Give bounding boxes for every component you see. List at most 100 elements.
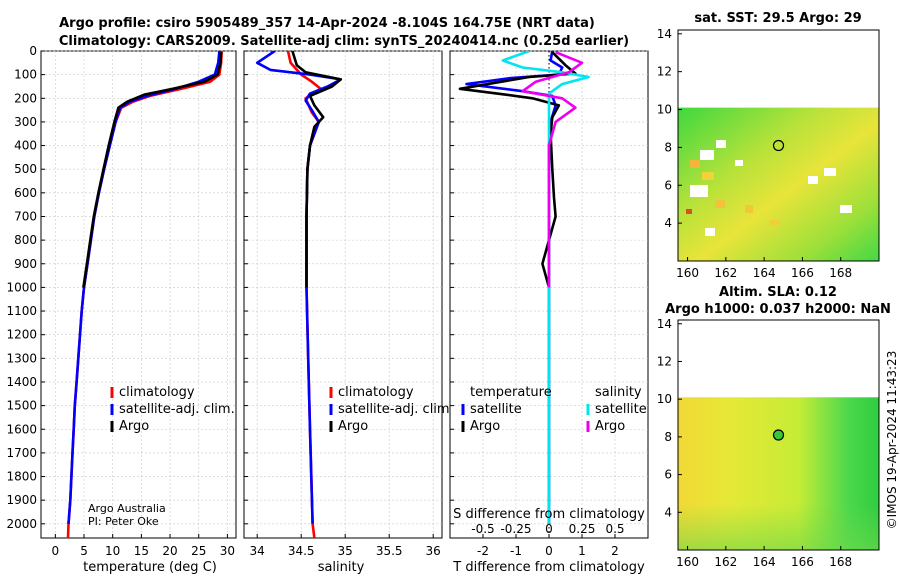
sst-map-title: sat. SST: 29.5 Argo: 29	[694, 11, 861, 26]
sst-map-lon-labels: 160 162 164 166 168	[676, 257, 852, 280]
legend-label-s-argo: Argo	[595, 419, 625, 434]
field-patch	[700, 150, 714, 160]
depth-tick-label: 1000	[6, 280, 37, 294]
lon-tick-label: 168	[829, 555, 852, 569]
salinity-tick-labels: 34 34.5 35 35.5 36	[250, 544, 441, 558]
depth-tick-label: 1600	[6, 422, 37, 436]
s-difference-tick-labels: -0.5 -0.25 0 0.25 0.5	[471, 522, 624, 536]
depth-tick-label: 600	[14, 186, 37, 200]
x-tick-label: -2	[477, 544, 489, 558]
depth-tick-label: 700	[14, 209, 37, 223]
sst-field	[678, 107, 879, 261]
x-tick-label: 35.5	[376, 544, 403, 558]
x-tick-label: 34.5	[288, 544, 315, 558]
depth-tick-label: 300	[14, 115, 37, 129]
lat-tick-label: 14	[657, 317, 672, 331]
x-tick-label: 20	[162, 544, 177, 558]
lon-tick-label: 162	[714, 266, 737, 280]
field-patch	[690, 160, 700, 168]
temperature-tick-labels: 0 5 10 15 20 25 30	[52, 544, 236, 558]
x-tick-label: 30	[220, 544, 235, 558]
depth-tick-label: 1800	[6, 470, 37, 484]
field-patch	[702, 172, 714, 180]
depth-tick-label: 900	[14, 257, 37, 271]
legend-label-climatology: climatology	[119, 385, 195, 400]
field-patch	[705, 228, 715, 236]
series-line-argo	[291, 51, 343, 288]
x-tick-label: 34	[250, 544, 265, 558]
legend-title-temperature: temperature	[470, 385, 552, 400]
field-patch	[715, 200, 725, 208]
lon-tick-label: 164	[753, 266, 776, 280]
lon-tick-label: 162	[714, 555, 737, 569]
argo-position-marker	[772, 139, 785, 152]
field-patch	[686, 209, 692, 214]
credit-line1: Argo Australia	[88, 502, 166, 515]
difference-panel: -2 -1 0 1 2 -0.5 -0.25 0 0.25 0.5 T difference f…	[449, 50, 649, 575]
legend-label-t-argo: Argo	[470, 419, 500, 434]
sla-map-subtitle: Argo h1000: 0.037 h2000: NaN	[665, 302, 891, 317]
x-tick-label: -1	[510, 544, 522, 558]
lon-tick-label: 160	[676, 266, 699, 280]
sla-map-lat-labels: 4 6 8 10 12 14	[657, 317, 682, 519]
depth-tick-label: 1400	[6, 375, 37, 389]
difference-profiles	[458, 51, 590, 538]
x-tick-label: 15	[134, 544, 149, 558]
depth-tick-label: 400	[14, 139, 37, 153]
x-tick-label: 1	[578, 544, 586, 558]
field-patch	[840, 205, 852, 213]
credit-line2: PI: Peter Oke	[88, 515, 159, 528]
temperature-profiles	[66, 51, 223, 538]
lon-tick-label: 166	[791, 555, 814, 569]
sla-map: Altim. SLA: 0.12 Argo h1000: 0.037 h2000…	[657, 285, 891, 569]
x-tick-label: 0	[52, 544, 60, 558]
salinity-legend: climatology satellite-adj. clim. Argo	[329, 385, 454, 434]
difference-grid	[450, 50, 648, 538]
x-tick-label: 0	[545, 544, 553, 558]
sla-map-title: Altim. SLA: 0.12	[719, 285, 837, 300]
legend-label-s-satellite: satellite	[595, 402, 647, 417]
depth-tick-label: 1300	[6, 351, 37, 365]
lat-tick-label: 6	[664, 178, 672, 192]
legend-label-t-satellite: satellite	[470, 402, 522, 417]
t-difference-tick-labels: -2 -1 0 1 2	[477, 544, 619, 558]
depth-tick-label: 100	[14, 68, 37, 82]
depth-tick-label: 200	[14, 91, 37, 105]
depth-tick-label: 1500	[6, 399, 37, 413]
depth-tick-label: 1100	[6, 304, 37, 318]
temperature-xlabel: temperature (deg C)	[83, 560, 217, 575]
argo-position-marker	[772, 429, 785, 441]
lat-tick-label: 8	[664, 140, 672, 154]
lon-tick-label: 160	[676, 555, 699, 569]
figure-title-line2: Climatology: CARS2009. Satellite-adj cli…	[59, 34, 629, 49]
depth-tick-label: 2000	[6, 517, 37, 531]
difference-legend: temperature salinity satellite Argo sate…	[461, 385, 647, 434]
field-patch	[824, 168, 836, 176]
series-line-t-argo	[458, 51, 577, 288]
salinity-axes	[243, 50, 443, 539]
lat-tick-label: 14	[657, 27, 672, 41]
x-tick-label: 25	[191, 544, 206, 558]
salinity-grid	[244, 50, 442, 538]
salinity-panel: 34 34.5 35 35.5 36 salinity climatology sate…	[243, 50, 454, 575]
s-difference-xlabel: S difference from climatology	[453, 507, 645, 522]
figure-title-line1: Argo profile: csiro 5905489_357 14-Apr-2…	[59, 16, 595, 31]
timestamp-stamp: ©IMOS 19-Apr-2024 11:43:23	[885, 351, 899, 530]
field-patch	[808, 176, 818, 184]
s-tick-label: 0	[545, 522, 553, 536]
temperature-legend: climatology satellite-adj. clim. Argo	[110, 385, 235, 434]
temperature-panel: 0100200300400500600700800900100011001200…	[6, 44, 237, 575]
legend-label-satellite: satellite-adj. clim.	[338, 402, 454, 417]
legend-title-salinity: salinity	[595, 385, 642, 400]
sst-map-lat-labels: 4 6 8 10 12 14	[657, 27, 682, 230]
s-tick-label: 0.5	[605, 522, 624, 536]
lat-tick-label: 4	[664, 505, 672, 519]
lat-tick-label: 8	[664, 430, 672, 444]
series-line-s-satellite	[501, 51, 590, 524]
depth-tick-label: 1900	[6, 493, 37, 507]
x-tick-label: 10	[105, 544, 120, 558]
sla-field-shade	[678, 397, 879, 550]
x-tick-label: 2	[611, 544, 619, 558]
lat-tick-label: 12	[657, 354, 672, 368]
